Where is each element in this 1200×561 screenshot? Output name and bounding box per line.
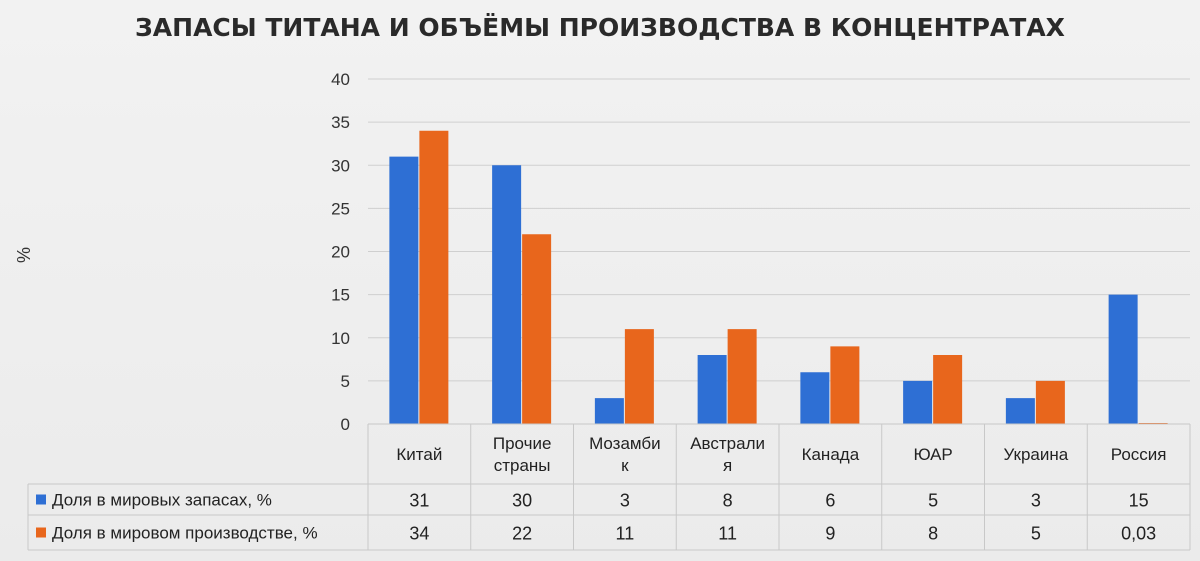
bar-production [830, 346, 860, 424]
data-label: 8 [928, 524, 938, 544]
y-tick-label: 40 [331, 70, 350, 89]
bar-reserves [1005, 398, 1035, 424]
y-tick-label: 5 [341, 372, 350, 391]
category-label: страны [494, 456, 551, 475]
y-tick-label: 35 [331, 113, 350, 132]
y-tick-label: 10 [331, 329, 350, 348]
data-label: 31 [409, 491, 429, 511]
bar-reserves [594, 398, 624, 424]
data-label: 5 [1031, 524, 1041, 544]
bar-reserves [903, 380, 933, 424]
y-tick-label: 25 [331, 199, 350, 218]
category-label: я [723, 456, 732, 475]
data-label: 15 [1129, 491, 1149, 511]
gridlines [368, 78, 1190, 425]
legend-label: Доля в мировых запасах, % [52, 491, 272, 510]
data-label: 34 [409, 524, 429, 544]
data-label: 3 [620, 491, 630, 511]
category-label: Мозамби [589, 434, 661, 453]
bar-production [522, 234, 552, 424]
bar-production [419, 130, 449, 424]
y-tick-label: 30 [331, 156, 350, 175]
category-label: ЮАР [913, 445, 952, 464]
bar-production [933, 355, 963, 424]
y-axis-ticks: 0 5 10 15 20 25 30 35 40 [331, 70, 350, 434]
data-label: 8 [723, 491, 733, 511]
y-tick-label: 15 [331, 286, 350, 305]
y-tick-label: 20 [331, 243, 350, 262]
bar-reserves [697, 355, 727, 424]
category-label: Китай [396, 445, 442, 464]
data-label: 11 [616, 524, 635, 544]
data-label: 0,03 [1121, 524, 1156, 544]
category-label: Прочие [493, 434, 552, 453]
bar-reserves [389, 156, 419, 424]
data-label: 30 [512, 491, 532, 511]
category-label: Австрали [690, 434, 765, 453]
category-label: Украина [1004, 445, 1069, 464]
legend-swatch [36, 527, 46, 538]
legend-label: Доля в мировом производстве, % [52, 524, 318, 543]
data-label: 3 [1031, 491, 1041, 511]
chart-title: ЗАПАСЫ ТИТАНА И ОБЪЁМЫ ПРОИЗВОДСТВА В КО… [135, 12, 1065, 42]
bar-reserves [1108, 294, 1138, 424]
bar-production [1035, 380, 1065, 424]
data-label: 5 [928, 491, 938, 511]
data-table: Китай Прочие страны Мозамби к Австрали я Канада… [27, 423, 1191, 551]
bar-production [727, 329, 757, 424]
data-label: 22 [512, 524, 532, 544]
bar-reserves [492, 165, 522, 424]
y-axis-label: % [14, 247, 34, 263]
data-label: 6 [825, 491, 835, 511]
legend-swatch [36, 494, 46, 505]
bar-production [624, 329, 654, 424]
category-label: к [621, 456, 629, 475]
y-tick-label: 0 [341, 415, 350, 434]
data-label: 11 [718, 524, 737, 544]
category-label: Россия [1111, 445, 1167, 464]
category-label: Канада [802, 445, 860, 464]
bar-reserves [800, 372, 830, 424]
bars [389, 130, 1168, 424]
data-label: 9 [825, 524, 835, 544]
